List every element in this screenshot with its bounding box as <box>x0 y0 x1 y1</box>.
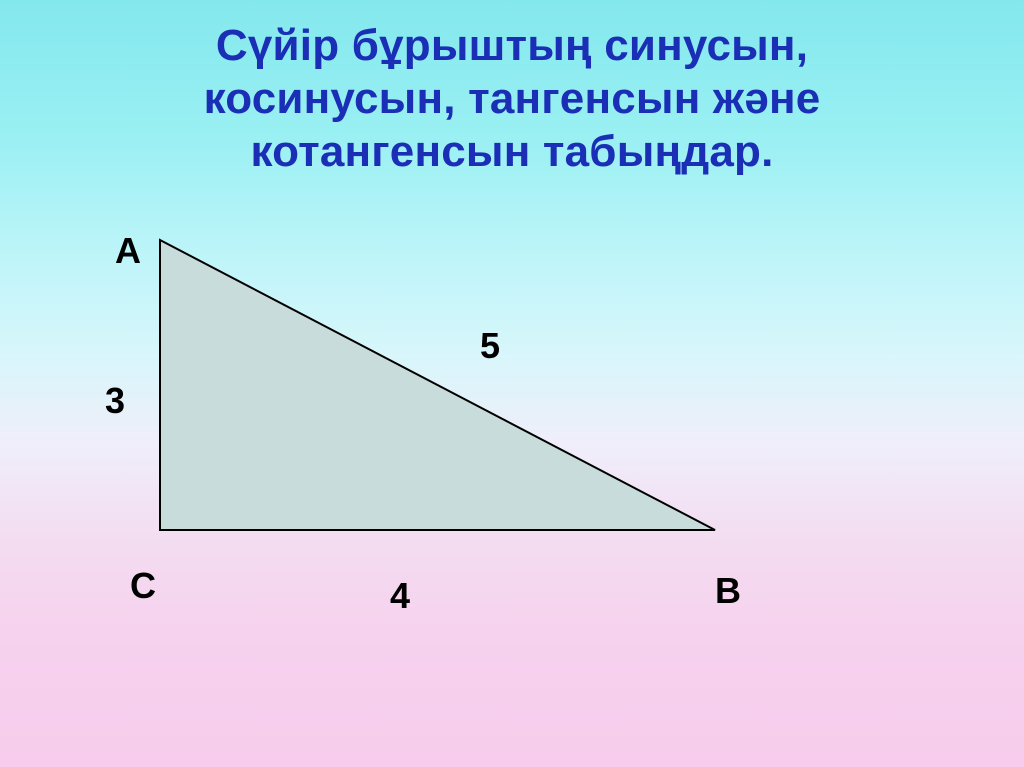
side-label-cb: 4 <box>390 575 410 617</box>
title-line-2: косинусын, тангенсын және <box>204 74 821 123</box>
triangle-svg <box>140 230 760 570</box>
title-line-3: котангенсын табыңдар. <box>250 127 773 176</box>
side-label-ac: 3 <box>105 380 125 422</box>
triangle-shape <box>160 240 715 530</box>
side-label-ab: 5 <box>480 325 500 367</box>
title-line-1: Сүйір бұрыштың синусын, <box>216 21 808 70</box>
triangle-diagram: А С В 3 4 5 <box>110 200 860 630</box>
vertex-label-c: С <box>130 565 156 607</box>
slide-title: Сүйір бұрыштың синусын, косинусын, танге… <box>0 20 1024 178</box>
vertex-label-a: А <box>115 230 141 272</box>
slide-background: Сүйір бұрыштың синусын, косинусын, танге… <box>0 0 1024 767</box>
vertex-label-b: В <box>715 570 741 612</box>
